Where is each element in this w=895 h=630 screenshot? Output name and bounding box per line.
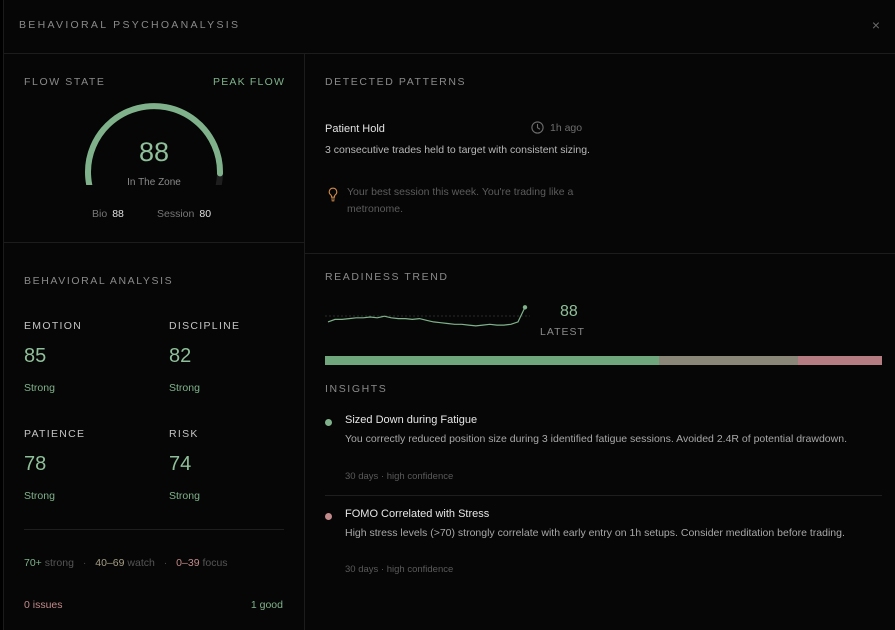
insight-title: FOMO Correlated with Stress <box>345 508 490 520</box>
score-legend: 70+ strong · 40–69 watch · 0–39 focus <box>24 557 228 569</box>
metric-emotion-status: Strong <box>24 382 55 394</box>
readiness-trend-label: READINESS TREND <box>325 271 449 283</box>
metric-emotion-value: 85 <box>24 345 47 367</box>
insights-label: INSIGHTS <box>325 383 388 395</box>
analysis-panel: BEHAVIORAL PSYCHOANALYSIS × FLOW STATE P… <box>3 0 895 630</box>
readiness-distribution-bar <box>325 356 882 365</box>
legend-separator: · <box>82 557 87 569</box>
metric-patience-value: 78 <box>24 453 47 475</box>
pattern-title: Patient Hold <box>325 123 385 135</box>
detected-patterns-label: DETECTED PATTERNS <box>325 76 467 88</box>
session-value: 80 <box>199 208 212 220</box>
insight-title: Sized Down during Fatigue <box>345 414 478 426</box>
insight-status-dot <box>325 419 332 426</box>
insight-body: You correctly reduced position size duri… <box>345 433 847 445</box>
legend-separator: · <box>163 557 168 569</box>
distribution-watch-segment <box>659 356 799 365</box>
legend-focus-range: 0–39 <box>176 557 200 569</box>
session-stat: Session 80 <box>157 208 211 220</box>
flow-gauge <box>85 103 224 185</box>
flow-status-badge: PEAK FLOW <box>213 76 286 88</box>
sparkline-latest-point <box>522 305 528 310</box>
readiness-sparkline <box>325 305 530 327</box>
sparkline-path <box>327 307 526 327</box>
metric-risk-value: 74 <box>169 453 192 475</box>
pattern-description: 3 consecutive trades held to target with… <box>325 144 590 156</box>
insight-body: High stress levels (>70) strongly correl… <box>345 527 845 539</box>
session-label: Session <box>157 208 195 220</box>
panel-title: BEHAVIORAL PSYCHOANALYSIS <box>19 19 241 31</box>
column-divider <box>304 54 305 630</box>
insight-meta: 30 days · high confidence <box>345 564 454 575</box>
flow-state-label: FLOW STATE <box>24 76 106 88</box>
metric-discipline-value: 82 <box>169 345 192 367</box>
bio-stat: Bio 88 <box>92 208 124 220</box>
close-icon[interactable]: × <box>871 17 880 33</box>
pattern-tip: Your best session this week. You're trad… <box>347 186 574 215</box>
metric-risk-name: RISK <box>169 428 199 440</box>
gauge-fill <box>85 103 224 185</box>
metric-discipline-name: DISCIPLINE <box>169 320 241 332</box>
legend-watch-range: 40–69 <box>95 557 125 569</box>
lightbulb-icon <box>328 187 338 202</box>
readiness-latest-label: LATEST <box>540 326 585 338</box>
readiness-latest-value: 88 <box>560 303 578 320</box>
legend-focus-label: focus <box>202 557 228 569</box>
metric-patience-status: Strong <box>24 490 55 502</box>
insight-separator <box>325 495 882 496</box>
legend-watch-label: watch <box>127 557 155 569</box>
metric-risk-status: Strong <box>169 490 200 502</box>
pattern-time: 1h ago <box>531 121 582 134</box>
insight-meta: 30 days · high confidence <box>345 471 454 482</box>
insight-status-dot <box>325 513 332 520</box>
distribution-focus-segment <box>798 356 882 365</box>
metric-emotion-name: EMOTION <box>24 320 83 332</box>
right-section-divider <box>305 253 895 254</box>
pattern-time-label: 1h ago <box>550 121 583 134</box>
issues-count: 0 issues <box>24 599 63 611</box>
bio-value: 88 <box>112 208 124 220</box>
left-section-divider <box>4 242 304 243</box>
panel-header: BEHAVIORAL PSYCHOANALYSIS × <box>4 0 895 54</box>
clock-icon <box>531 121 544 134</box>
bio-label: Bio <box>92 208 108 220</box>
analysis-separator <box>24 529 284 530</box>
flow-score: 88 <box>138 137 170 167</box>
legend-strong-label: strong <box>44 557 74 569</box>
behavioral-analysis-label: BEHAVIORAL ANALYSIS <box>24 275 174 287</box>
good-count: 1 good <box>250 599 283 611</box>
distribution-strong-segment <box>325 356 660 365</box>
metric-patience-name: PATIENCE <box>24 428 86 440</box>
legend-strong-range: 70+ <box>24 557 42 569</box>
flow-caption: In The Zone <box>127 177 181 188</box>
metric-discipline-status: Strong <box>169 382 200 394</box>
